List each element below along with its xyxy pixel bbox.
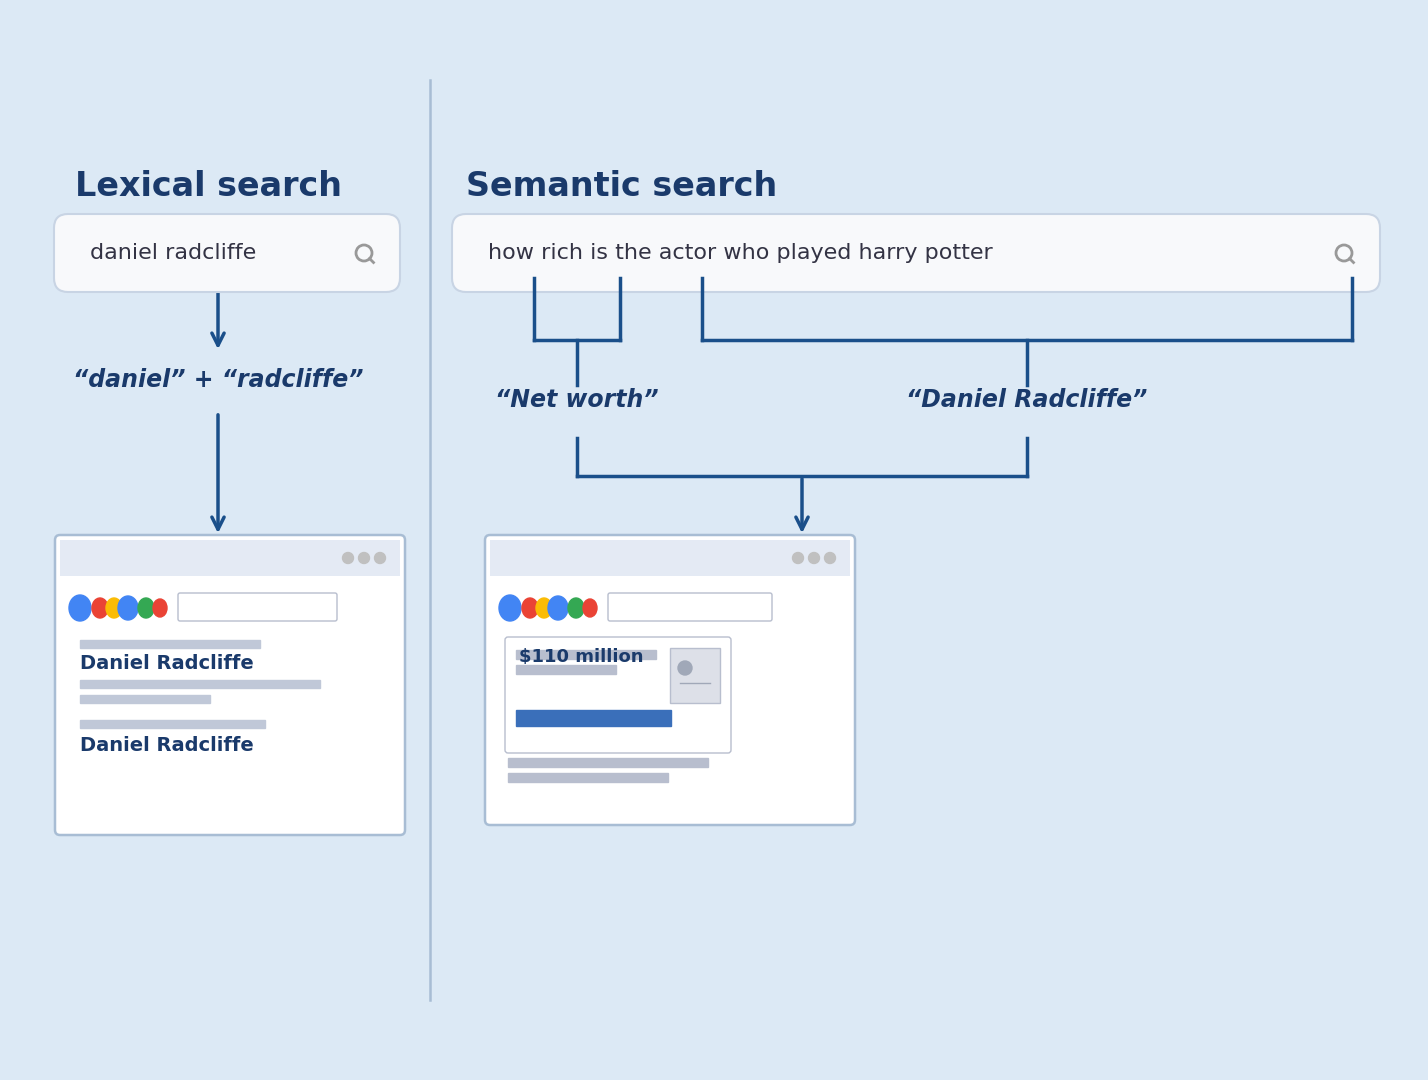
FancyBboxPatch shape [453, 214, 1379, 292]
Circle shape [793, 553, 804, 564]
Ellipse shape [91, 598, 109, 618]
Bar [508, 758, 708, 767]
Ellipse shape [106, 598, 121, 618]
Ellipse shape [119, 596, 139, 620]
Text: daniel radcliffe: daniel radcliffe [90, 243, 256, 264]
Bar [516, 665, 615, 674]
Bar [80, 640, 260, 648]
Circle shape [374, 553, 386, 564]
Text: Daniel Radcliffe: Daniel Radcliffe [80, 735, 254, 755]
Ellipse shape [583, 599, 597, 617]
Text: Lexical search: Lexical search [76, 170, 341, 203]
Bar [80, 696, 210, 703]
Bar [490, 540, 850, 576]
Bar [80, 680, 320, 688]
FancyBboxPatch shape [56, 535, 406, 835]
FancyBboxPatch shape [60, 540, 400, 576]
Ellipse shape [498, 595, 521, 621]
Bar [508, 773, 668, 782]
Circle shape [824, 553, 835, 564]
Text: “Daniel Radcliffe”: “Daniel Radcliffe” [907, 388, 1148, 411]
Ellipse shape [69, 595, 91, 621]
Ellipse shape [139, 598, 154, 618]
Circle shape [678, 661, 693, 675]
Ellipse shape [153, 599, 167, 617]
Bar [516, 650, 655, 659]
Ellipse shape [568, 598, 584, 618]
Bar [60, 540, 400, 576]
FancyBboxPatch shape [178, 593, 337, 621]
FancyBboxPatch shape [506, 637, 731, 753]
Circle shape [808, 553, 820, 564]
Ellipse shape [548, 596, 568, 620]
FancyBboxPatch shape [486, 535, 855, 825]
Ellipse shape [536, 598, 553, 618]
FancyBboxPatch shape [54, 214, 400, 292]
Text: “Net worth”: “Net worth” [496, 388, 658, 411]
Bar [80, 720, 266, 728]
Text: Daniel Radcliffe: Daniel Radcliffe [80, 654, 254, 673]
Circle shape [358, 553, 370, 564]
Bar [670, 648, 720, 703]
Circle shape [343, 553, 354, 564]
Ellipse shape [523, 598, 538, 618]
Bar [516, 710, 671, 726]
Text: “daniel” + “radcliffe”: “daniel” + “radcliffe” [73, 368, 363, 392]
Text: $110 million: $110 million [518, 648, 643, 666]
FancyBboxPatch shape [608, 593, 773, 621]
Text: how rich is the actor who played harry potter: how rich is the actor who played harry p… [488, 243, 992, 264]
Text: Semantic search: Semantic search [466, 170, 777, 203]
